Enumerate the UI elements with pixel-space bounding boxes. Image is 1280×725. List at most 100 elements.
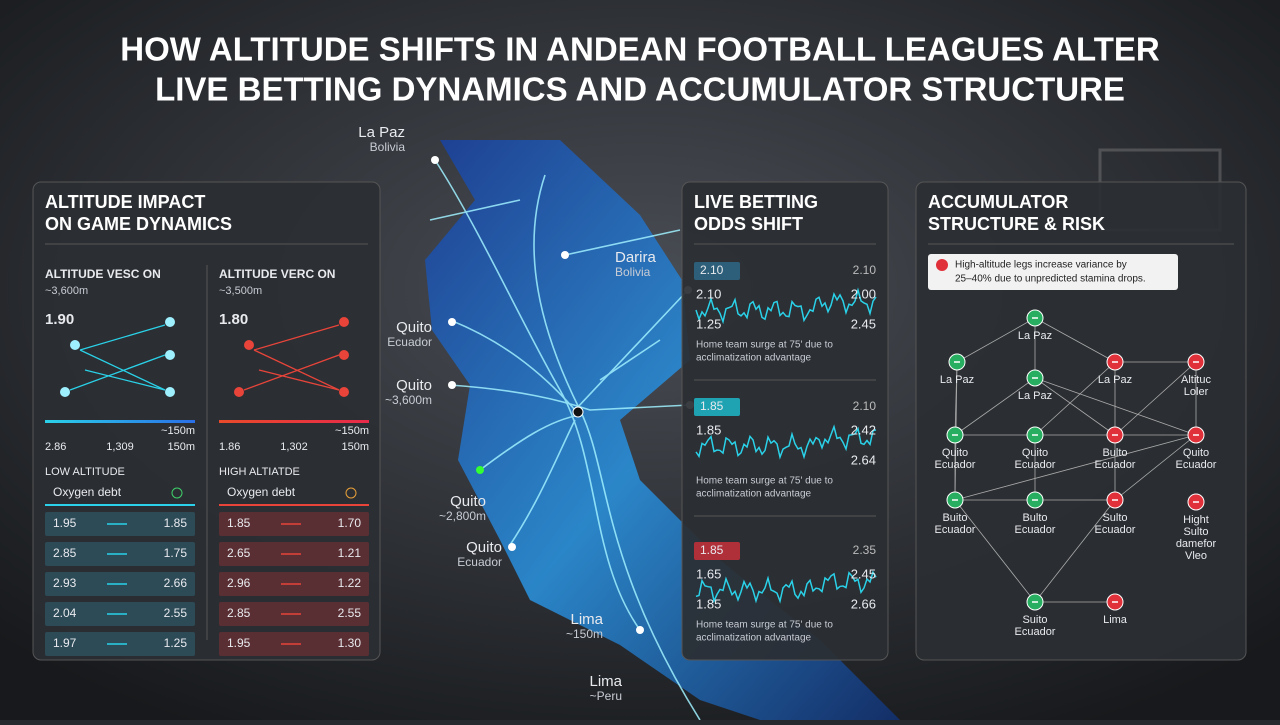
odds: 1.85 bbox=[696, 422, 721, 437]
corner: 2.35 bbox=[853, 543, 877, 557]
sparkline bbox=[695, 287, 877, 325]
altitude: ~3,500m bbox=[219, 285, 262, 297]
column-heading: ALTITUDE VERC ON bbox=[219, 267, 335, 281]
map-sublabel: ~150m bbox=[566, 627, 603, 641]
badge-text: 2.10 bbox=[700, 263, 724, 277]
trend-arrow bbox=[243, 354, 340, 391]
map-label: La Paz bbox=[358, 124, 405, 141]
trend-arrow bbox=[79, 324, 166, 351]
map-sublabel: ~Peru bbox=[590, 689, 622, 703]
cell: 2.85 bbox=[227, 606, 251, 620]
cell: 2.55 bbox=[338, 606, 362, 620]
trend-arrow bbox=[69, 354, 166, 391]
node-label: Hight bbox=[1183, 514, 1209, 526]
map-label: Quito bbox=[396, 319, 432, 336]
node-label: Loler bbox=[1184, 386, 1209, 398]
node-label: La Paz bbox=[940, 374, 974, 386]
player-icon bbox=[234, 387, 244, 397]
odds: 2.00 bbox=[851, 286, 876, 301]
scale-end: ~150m bbox=[335, 425, 369, 437]
cell: 1.95 bbox=[227, 636, 251, 650]
odds: 2.42 bbox=[851, 422, 876, 437]
altitude: ~3,600m bbox=[45, 285, 88, 297]
edge bbox=[956, 317, 1036, 363]
edge bbox=[1114, 434, 1197, 501]
badge bbox=[694, 542, 740, 560]
note: acclimatization advantage bbox=[696, 489, 812, 500]
map-sublabel: Ecuador bbox=[457, 555, 502, 569]
alert-text: 25–40% due to unpredicted stamina drops. bbox=[955, 274, 1146, 285]
edge bbox=[1034, 377, 1197, 436]
cell: 1.85 bbox=[164, 516, 188, 530]
map-label: Quito bbox=[396, 377, 432, 394]
badge bbox=[694, 262, 740, 280]
node-label: Suito bbox=[1022, 614, 1047, 626]
note: acclimatization advantage bbox=[696, 353, 812, 364]
cell: 1.97 bbox=[53, 636, 77, 650]
edge bbox=[1034, 499, 1116, 603]
cell: 1.25 bbox=[164, 636, 188, 650]
cell: 1.95 bbox=[53, 516, 77, 530]
badge-text: 1.85 bbox=[700, 543, 724, 557]
node-label: Ecuador bbox=[1176, 459, 1217, 471]
corner: 2.10 bbox=[853, 263, 877, 277]
map-sublabel: Bolivia bbox=[615, 265, 651, 279]
player-icon bbox=[60, 387, 70, 397]
player-icon bbox=[339, 350, 349, 360]
trend-arrow bbox=[253, 324, 340, 351]
odds: 2.64 bbox=[851, 452, 876, 467]
node-label: Vleo bbox=[1185, 550, 1207, 562]
note: Home team surge at 75' due to bbox=[696, 340, 833, 351]
player-icon bbox=[70, 340, 80, 350]
column-heading: ALTITUDE VESC ON bbox=[45, 267, 161, 281]
note: acclimatization advantage bbox=[696, 633, 812, 644]
node-label: Ecuador bbox=[1015, 524, 1056, 536]
node-label: Ecuador bbox=[1095, 524, 1136, 536]
value: 1.90 bbox=[45, 311, 74, 328]
player-icon bbox=[165, 387, 175, 397]
metric: Oxygen debt bbox=[227, 485, 296, 499]
node-label: Buito bbox=[942, 512, 967, 524]
node-label: Ecuador bbox=[1015, 459, 1056, 471]
metric-icon bbox=[171, 487, 183, 499]
cell: 2.55 bbox=[164, 606, 188, 620]
edge bbox=[1034, 377, 1116, 436]
odds: 1.25 bbox=[696, 316, 721, 331]
scale-label: 1,309 bbox=[106, 441, 134, 453]
map-label: Lima bbox=[570, 611, 603, 628]
panel-title: ACCUMULATOR bbox=[928, 192, 1068, 212]
cell: 1.22 bbox=[338, 576, 362, 590]
alert-box bbox=[928, 254, 1178, 290]
scale-bar bbox=[219, 420, 369, 423]
panel-title: LIVE BETTING bbox=[694, 192, 818, 212]
cell: 1.30 bbox=[338, 636, 362, 650]
edge bbox=[954, 434, 1197, 501]
node-label: Ecuador bbox=[935, 524, 976, 536]
scale-label: 150m bbox=[167, 441, 195, 453]
edge bbox=[1034, 361, 1116, 436]
panel-title: STRUCTURE & RISK bbox=[928, 214, 1105, 234]
cell: 1.85 bbox=[227, 516, 251, 530]
map-label: Quito bbox=[450, 493, 486, 510]
player-icon bbox=[339, 387, 349, 397]
node-label: La Paz bbox=[1018, 390, 1052, 402]
scale-label: 1,302 bbox=[280, 441, 308, 453]
cell: 2.96 bbox=[227, 576, 251, 590]
value: 1.80 bbox=[219, 311, 248, 328]
node-label: Sulto bbox=[1183, 526, 1208, 538]
node-label: Sulto bbox=[1102, 512, 1127, 524]
cell: 1.70 bbox=[338, 516, 362, 530]
scale-label: 2.86 bbox=[45, 441, 66, 453]
cell: 1.21 bbox=[338, 546, 362, 560]
map-sublabel: Ecuador bbox=[387, 335, 432, 349]
node-label: Quito bbox=[942, 447, 968, 459]
node-label: Ecuador bbox=[1015, 626, 1056, 638]
badge bbox=[694, 398, 740, 416]
node-label: Altituc bbox=[1181, 374, 1211, 386]
alert-icon bbox=[936, 259, 948, 271]
node-label: La Paz bbox=[1018, 330, 1052, 342]
trend-arrow bbox=[84, 369, 166, 391]
metric-icon bbox=[345, 487, 357, 499]
node-label: Ecuador bbox=[1095, 459, 1136, 471]
